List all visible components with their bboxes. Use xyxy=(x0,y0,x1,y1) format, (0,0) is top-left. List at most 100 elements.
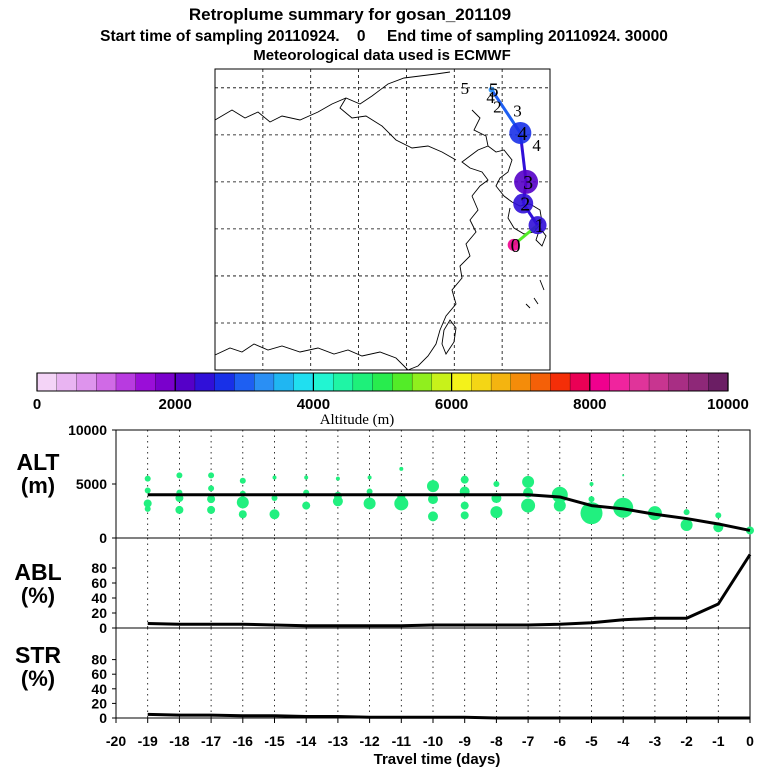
coastline-border-1 xyxy=(339,97,457,161)
altitude-cluster xyxy=(460,475,469,484)
colorbar-cell xyxy=(135,372,157,392)
altitude-cluster xyxy=(144,475,151,482)
series-line xyxy=(147,553,752,628)
altitude-cluster xyxy=(490,506,503,519)
y-tick-label: 40 xyxy=(91,681,107,697)
altitude-cluster xyxy=(335,476,340,481)
trajectory-blob xyxy=(513,193,534,214)
y-tick-label: 5000 xyxy=(76,476,107,492)
trajectory-blob xyxy=(507,238,520,251)
trajectory-label: 2 xyxy=(520,194,530,216)
altitude-cluster xyxy=(143,499,152,508)
altitude-cluster xyxy=(428,511,438,522)
altitude-cluster xyxy=(363,497,376,510)
altitude-cluster xyxy=(176,472,183,479)
colorbar-cell xyxy=(372,372,393,392)
trajectory-label: 4 xyxy=(517,123,527,145)
x-tick-label: -15 xyxy=(264,733,284,749)
coastline-china-west xyxy=(214,71,451,123)
y-tick-label: 0 xyxy=(99,530,107,546)
y-tick-label: 10000 xyxy=(68,422,107,438)
colorbar-cell xyxy=(313,372,334,392)
x-tick-label: -5 xyxy=(585,733,598,749)
altitude-cluster xyxy=(271,495,278,502)
trajectory-label: 3 xyxy=(513,101,522,120)
japan-kyushu xyxy=(535,227,547,247)
colorbar-cell xyxy=(510,372,532,392)
altitude-cluster xyxy=(302,501,311,510)
colorbar-cell xyxy=(36,372,58,392)
trajectory-label: 2 xyxy=(493,98,502,117)
trajectory-blob xyxy=(488,86,495,93)
x-tick-label: -6 xyxy=(554,733,567,749)
colorbar-cell xyxy=(589,372,611,392)
x-tick-label: -1 xyxy=(712,733,725,749)
trajectory-label: 4 xyxy=(486,88,495,107)
colorbar-cell xyxy=(56,372,78,392)
altitude-cluster xyxy=(367,475,372,480)
series-line xyxy=(147,493,751,532)
y-tick-label: 80 xyxy=(91,652,107,668)
y-tick-label: 0 xyxy=(99,620,107,636)
panel-ylabel-top: ALT xyxy=(16,449,59,475)
altitude-cluster xyxy=(144,487,151,494)
altitude-cluster xyxy=(207,495,216,504)
coastline-bohai xyxy=(461,109,489,197)
colorbar-cell xyxy=(550,372,571,392)
colorbar-cell xyxy=(629,372,650,392)
chart-title: Retroplume summary for gosan_201109 xyxy=(189,5,511,24)
altitude-cluster xyxy=(175,505,184,514)
altitude-cluster xyxy=(622,474,625,477)
x-tick-label: -17 xyxy=(201,733,221,749)
colorbar-tick-label: 6000 xyxy=(435,396,468,413)
taiwan xyxy=(441,319,457,355)
altitude-cluster xyxy=(208,485,215,492)
altitude-cluster xyxy=(207,505,216,514)
x-tick-label: 0 xyxy=(746,733,754,749)
colorbar-cell xyxy=(392,372,413,392)
y-tick-label: 20 xyxy=(91,605,107,621)
colorbar-cell xyxy=(254,372,275,392)
altitude-cluster xyxy=(427,480,439,493)
altitude-cluster xyxy=(304,475,309,480)
colorbar-tick-label: 0 xyxy=(33,396,41,413)
x-tick-label: -8 xyxy=(490,733,503,749)
colorbar-cell xyxy=(569,372,591,392)
x-tick-label: -13 xyxy=(328,733,348,749)
x-axis-title: Travel time (days) xyxy=(374,751,501,768)
map-gridlines xyxy=(215,69,550,370)
altitude-cluster xyxy=(399,466,404,471)
coastline xyxy=(214,71,547,371)
colorbar-tick-label: 10000 xyxy=(707,396,749,413)
y-tick-label: 60 xyxy=(91,575,107,591)
trajectory xyxy=(488,86,547,251)
colorbar-cell xyxy=(708,372,729,392)
altitude-cluster xyxy=(238,510,247,519)
y-tick-label: 20 xyxy=(91,695,107,711)
altitude-cluster xyxy=(683,509,690,516)
panel-ylabel-top: ABL xyxy=(14,559,61,585)
x-axis: -20 -19 -18 -17 -16 -15 -14 -13 -12 -11 -10 -9 -8 -7-… xyxy=(106,718,754,749)
colorbar: 0 2000 4000 6000 8000 10000 Altitude (m) xyxy=(33,372,749,428)
colorbar-cell xyxy=(155,372,176,392)
y-tick-label: 0 xyxy=(99,710,107,726)
altitude-cluster xyxy=(332,496,343,507)
colorbar-cell xyxy=(115,372,137,392)
colorbar-cell xyxy=(490,372,512,392)
y-tick-label: 60 xyxy=(91,666,107,682)
panel-ylabel-bottom: (%) xyxy=(21,583,55,608)
y-tick-label: 80 xyxy=(91,560,107,576)
altitude-cluster xyxy=(715,512,722,519)
altitude-cluster xyxy=(553,499,566,512)
altitude-cluster xyxy=(144,505,151,512)
x-tick-label: -7 xyxy=(522,733,535,749)
colorbar-cell xyxy=(194,372,216,392)
colorbar-cell xyxy=(352,372,374,392)
colorbar-tick-label: 8000 xyxy=(573,396,606,413)
colorbar-cell xyxy=(431,372,453,392)
x-tick-label: -10 xyxy=(423,733,443,749)
